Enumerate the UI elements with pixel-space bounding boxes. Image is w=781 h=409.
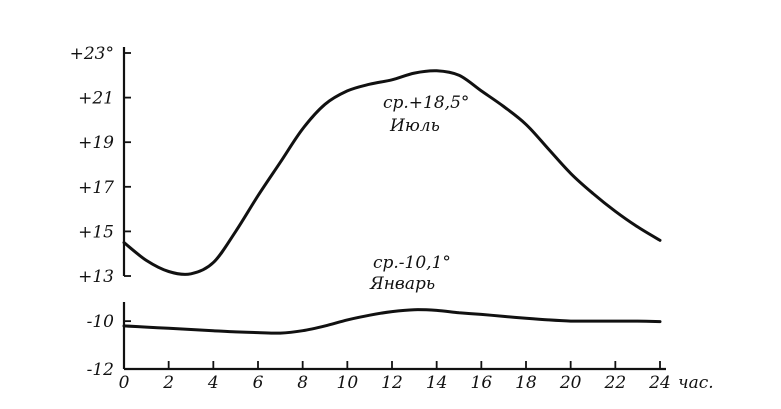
ticks: +13+15+17+19+21+23°-10-120 2 4 6 8 10 12 14 16 18… bbox=[70, 44, 714, 393]
x-tick-label: 14 bbox=[426, 373, 448, 393]
x-unit-label: час. bbox=[678, 373, 714, 393]
x-tick-label: 6 bbox=[253, 373, 264, 393]
y-tick-label: -10 bbox=[87, 312, 115, 332]
y-tick-label: +19 bbox=[78, 133, 114, 153]
july-average-label: ср.+18,5° bbox=[383, 93, 469, 113]
x-tick-label: 0 bbox=[119, 373, 130, 393]
y-tick-label: +17 bbox=[78, 178, 114, 198]
y-tick-label: -12 bbox=[87, 360, 114, 380]
x-tick-label: 12 bbox=[381, 373, 403, 393]
axes bbox=[122, 47, 666, 371]
x-tick-label: 10 bbox=[337, 373, 359, 393]
annotations: ср.+18,5° Июль ср.-10,1° Январь bbox=[369, 93, 469, 294]
x-tick-label: 8 bbox=[297, 373, 308, 393]
x-tick-label: 22 bbox=[604, 373, 627, 393]
curves bbox=[122, 69, 662, 335]
x-tick-label: 16 bbox=[471, 373, 493, 393]
x-tick-label: 4 bbox=[207, 373, 219, 393]
y-tick-label: +15 bbox=[78, 222, 114, 242]
july-curve bbox=[122, 69, 662, 276]
x-tick-label: 2 bbox=[162, 373, 174, 393]
x-tick-label: 18 bbox=[515, 373, 537, 393]
y-tick-label: +23° bbox=[70, 44, 114, 64]
january-average-label: ср.-10,1° bbox=[373, 253, 451, 273]
january-series-label: Январь bbox=[369, 274, 435, 294]
x-tick-label: 24 bbox=[648, 373, 671, 393]
x-tick-label: 20 bbox=[559, 373, 582, 393]
january-curve bbox=[122, 308, 662, 335]
y-tick-label: +13 bbox=[78, 267, 114, 287]
y-tick-label: +21 bbox=[78, 89, 114, 109]
july-series-label: Июль bbox=[389, 116, 440, 136]
